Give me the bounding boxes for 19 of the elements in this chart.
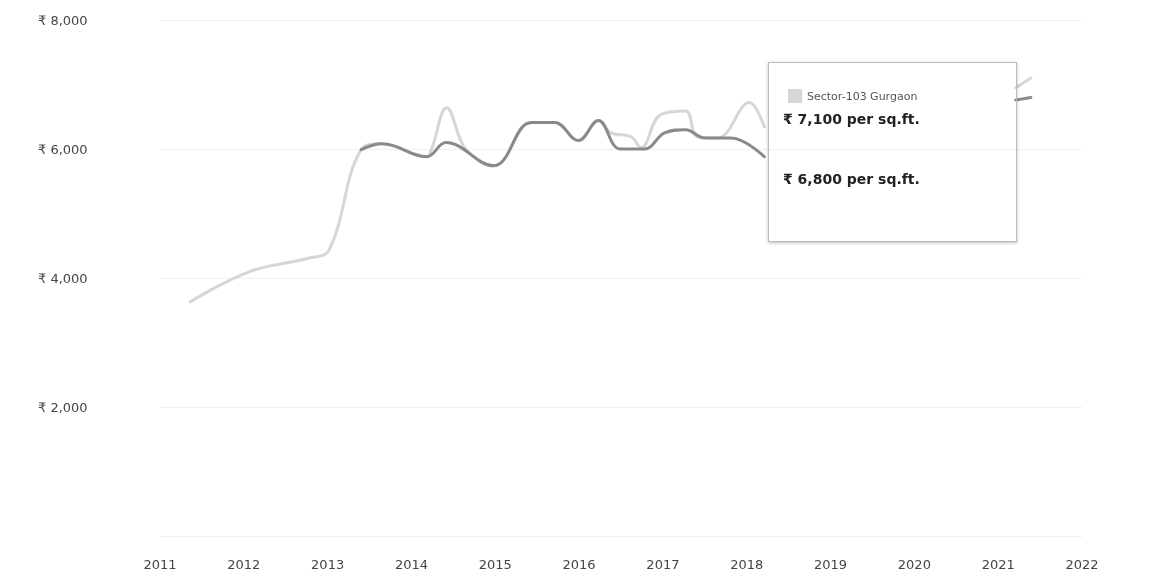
x-tick-label: 2018 <box>730 557 764 572</box>
y-tick-label: ₹ 6,000 <box>38 141 88 157</box>
x-tick-label: 2017 <box>646 557 680 572</box>
y-tick-label: ₹ 4,000 <box>38 270 88 286</box>
x-tick-label: 2012 <box>227 557 261 572</box>
x-tick-label: 2022 <box>1065 557 1099 572</box>
x-tick-label: 2013 <box>311 557 345 572</box>
x-tick-label: 2011 <box>143 557 177 572</box>
x-tick-label: 2019 <box>814 557 848 572</box>
x-tick-label: 2014 <box>394 557 428 572</box>
legend-label: Sector-103 Gurgaon <box>807 89 918 103</box>
x-tick-label: 2016 <box>562 557 596 572</box>
y-tick-label: ₹ 2,000 <box>38 399 88 415</box>
x-tick-label: 2015 <box>478 557 512 572</box>
annotation: ₹ 6,800 per sq.ft. <box>783 171 920 187</box>
y-tick-label: ₹ 8,000 <box>38 12 88 28</box>
x-tick-label: 2021 <box>981 557 1015 572</box>
annotation: ₹ 7,100 per sq.ft. <box>783 111 920 127</box>
x-tick-label: 2020 <box>897 557 931 572</box>
